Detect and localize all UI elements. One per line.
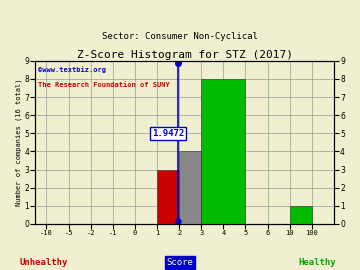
Bar (157, 170, 179, 224)
Text: Healthy: Healthy (298, 258, 336, 267)
Text: Sector: Consumer Non-Cyclical: Sector: Consumer Non-Cyclical (102, 32, 258, 41)
Y-axis label: Number of companies (16 total): Number of companies (16 total) (15, 79, 22, 206)
Bar (201, 79, 246, 224)
Text: Score: Score (167, 258, 193, 267)
Text: 1.9472: 1.9472 (152, 129, 184, 138)
Bar (290, 206, 312, 224)
Text: The Research Foundation of SUNY: The Research Foundation of SUNY (39, 82, 170, 88)
Text: ©www.textbiz.org: ©www.textbiz.org (39, 66, 107, 73)
Bar (179, 151, 201, 224)
Title: Z-Score Histogram for STZ (2017): Z-Score Histogram for STZ (2017) (77, 50, 293, 60)
Text: Unhealthy: Unhealthy (19, 258, 67, 267)
